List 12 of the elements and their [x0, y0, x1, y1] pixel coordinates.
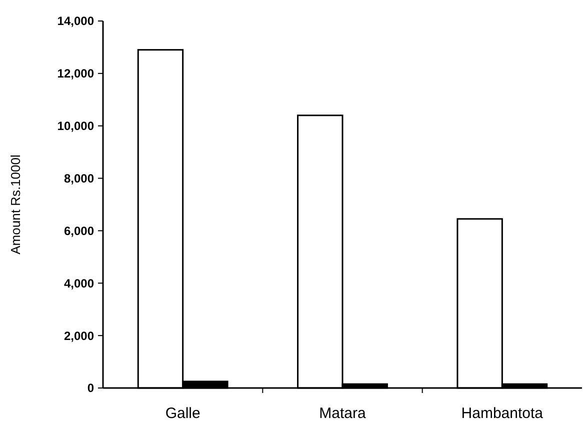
x-tick-label: Galle — [165, 405, 200, 422]
y-tick-label: 12,000 — [57, 66, 94, 81]
y-tick-label: 8,000 — [64, 171, 94, 186]
y-axis-title: Amount Rs.1000l — [8, 154, 23, 254]
y-tick-label: 6,000 — [64, 224, 94, 238]
y-tick-label: 14,000 — [57, 14, 94, 28]
x-tick-label: Hambantota — [461, 405, 544, 422]
y-tick-label: 0 — [87, 381, 94, 396]
y-tick-label: 10,000 — [57, 119, 94, 134]
x-tick-label: Matara — [319, 405, 366, 422]
y-tick-label: 4,000 — [64, 276, 94, 290]
y-tick-label: 2,000 — [64, 328, 94, 343]
